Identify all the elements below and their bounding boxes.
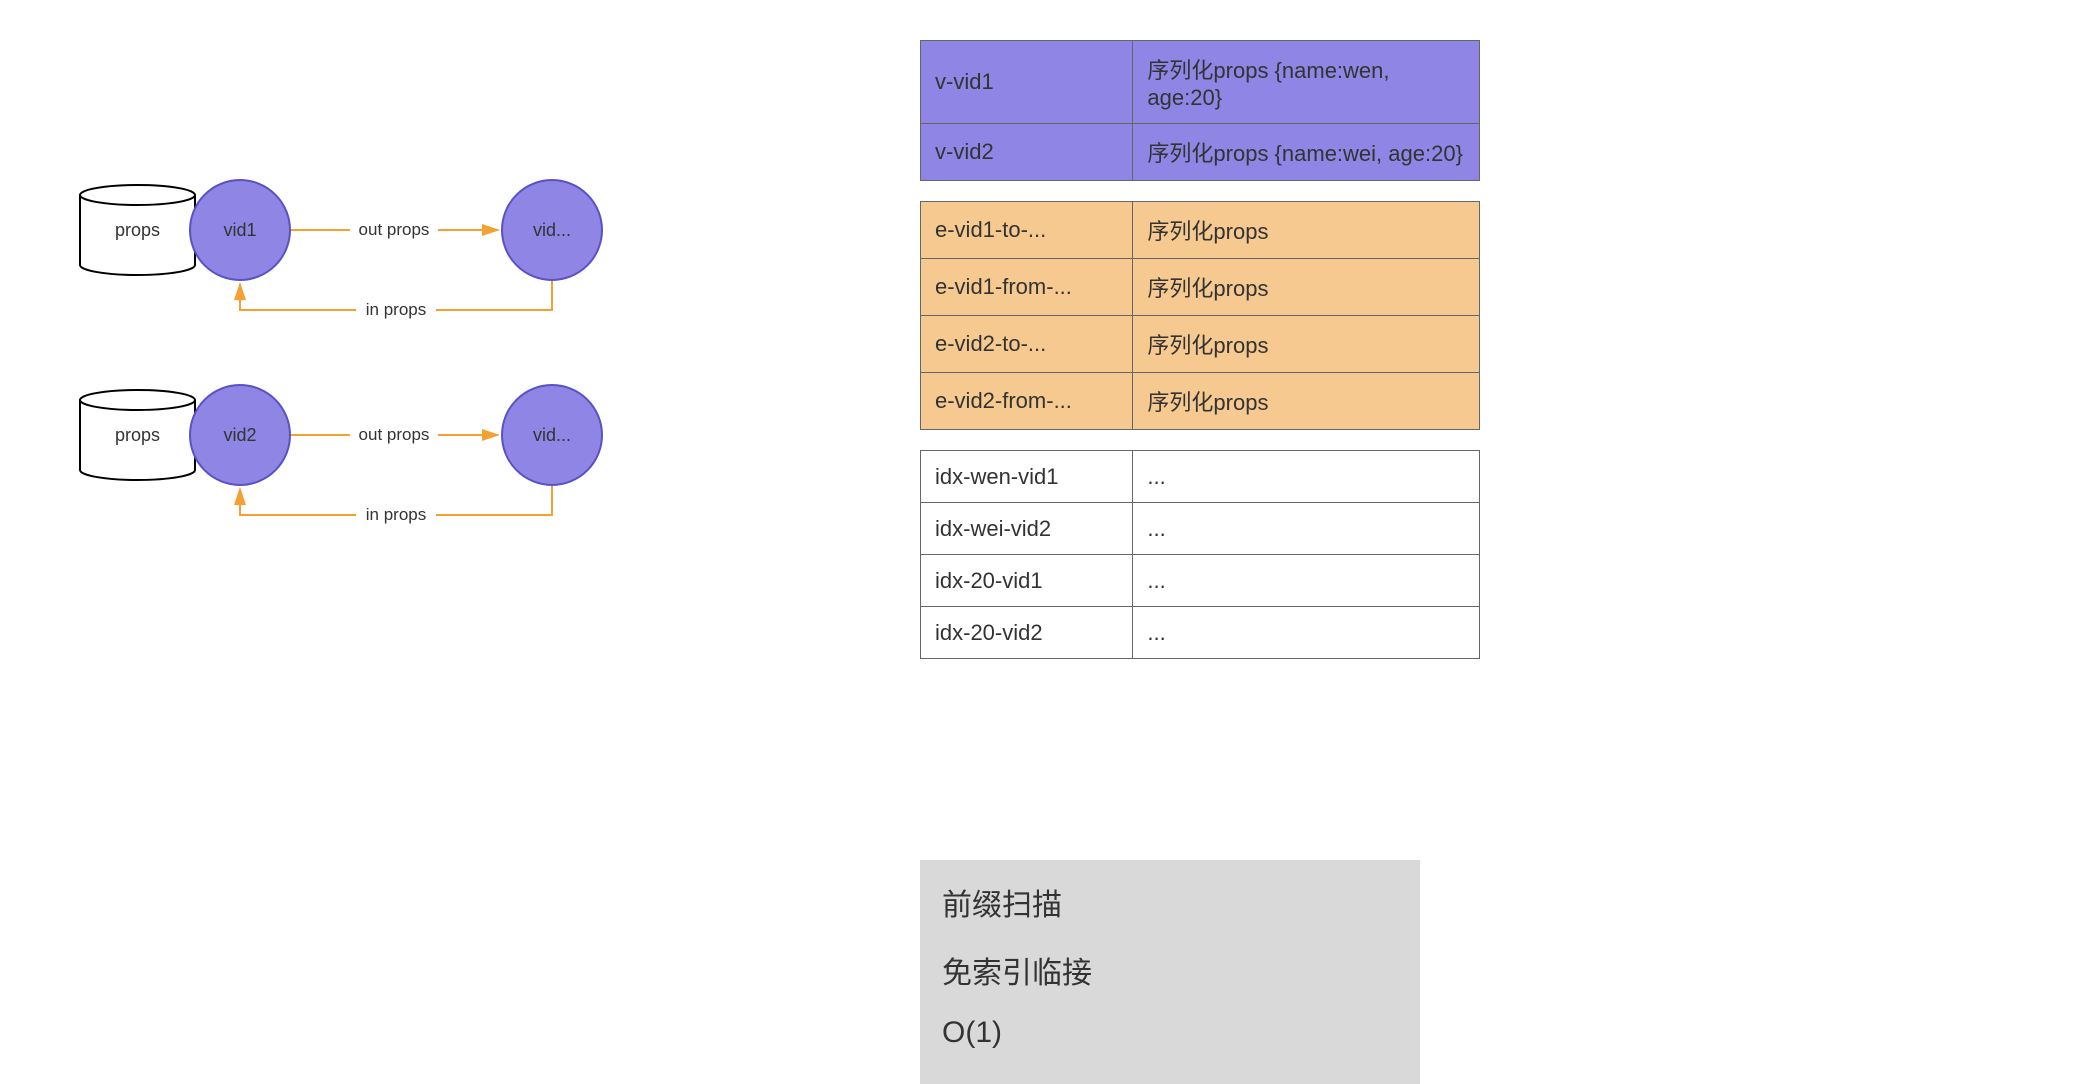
val-cell: 序列化props <box>1133 373 1480 430</box>
key-cell: v-vid2 <box>921 124 1133 181</box>
table-row: e-vid2-from-...序列化props <box>921 373 1480 430</box>
index-table: idx-wen-vid1... idx-wei-vid2... idx-20-v… <box>920 450 1480 659</box>
table-row: v-vid1序列化props {name:wen, age:20} <box>921 41 1480 124</box>
table-row: e-vid2-to-...序列化props <box>921 316 1480 373</box>
table-row: idx-20-vid1... <box>921 555 1480 607</box>
val-cell: ... <box>1133 503 1480 555</box>
val-cell: 序列化props {name:wen, age:20} <box>1133 41 1480 124</box>
key-cell: v-vid1 <box>921 41 1133 124</box>
svg-text:props: props <box>115 425 160 445</box>
table-row: e-vid1-to-...序列化props <box>921 202 1480 259</box>
graph-diagram: props props out props in props out props in p… <box>0 0 900 800</box>
svg-text:props: props <box>115 220 160 240</box>
table-row: e-vid1-from-...序列化props <box>921 259 1480 316</box>
val-cell: 序列化props <box>1133 316 1480 373</box>
svg-text:out props: out props <box>359 425 430 444</box>
val-cell: ... <box>1133 451 1480 503</box>
key-cell: idx-wei-vid2 <box>921 503 1133 555</box>
val-cell: 序列化props {name:wei, age:20} <box>1133 124 1480 181</box>
key-cell: idx-20-vid1 <box>921 555 1133 607</box>
svg-text:out props: out props <box>359 220 430 239</box>
svg-text:vid...: vid... <box>533 220 571 240</box>
svg-text:vid2: vid2 <box>223 425 256 445</box>
val-cell: 序列化props <box>1133 259 1480 316</box>
note-line: O(1) <box>942 1016 1398 1050</box>
key-cell: e-vid1-from-... <box>921 259 1133 316</box>
table-row: idx-wei-vid2... <box>921 503 1480 555</box>
key-cell: e-vid1-to-... <box>921 202 1133 259</box>
table-row: idx-wen-vid1... <box>921 451 1480 503</box>
svg-text:vid1: vid1 <box>223 220 256 240</box>
storage-tables: v-vid1序列化props {name:wen, age:20} v-vid2… <box>920 40 1480 679</box>
note-line: 前缀扫描 <box>942 880 1398 924</box>
note-line: 免索引临接 <box>942 948 1398 992</box>
val-cell: ... <box>1133 607 1480 659</box>
table-row: v-vid2序列化props {name:wei, age:20} <box>921 124 1480 181</box>
svg-text:in props: in props <box>366 300 426 319</box>
key-cell: e-vid2-from-... <box>921 373 1133 430</box>
svg-text:vid...: vid... <box>533 425 571 445</box>
key-cell: idx-wen-vid1 <box>921 451 1133 503</box>
svg-text:in props: in props <box>366 505 426 524</box>
notes-box: 前缀扫描 免索引临接 O(1) <box>920 860 1420 1084</box>
val-cell: 序列化props <box>1133 202 1480 259</box>
val-cell: ... <box>1133 555 1480 607</box>
key-cell: e-vid2-to-... <box>921 316 1133 373</box>
key-cell: idx-20-vid2 <box>921 607 1133 659</box>
table-row: idx-20-vid2... <box>921 607 1480 659</box>
edge-table: e-vid1-to-...序列化props e-vid1-from-...序列化… <box>920 201 1480 430</box>
vertex-table: v-vid1序列化props {name:wen, age:20} v-vid2… <box>920 40 1480 181</box>
